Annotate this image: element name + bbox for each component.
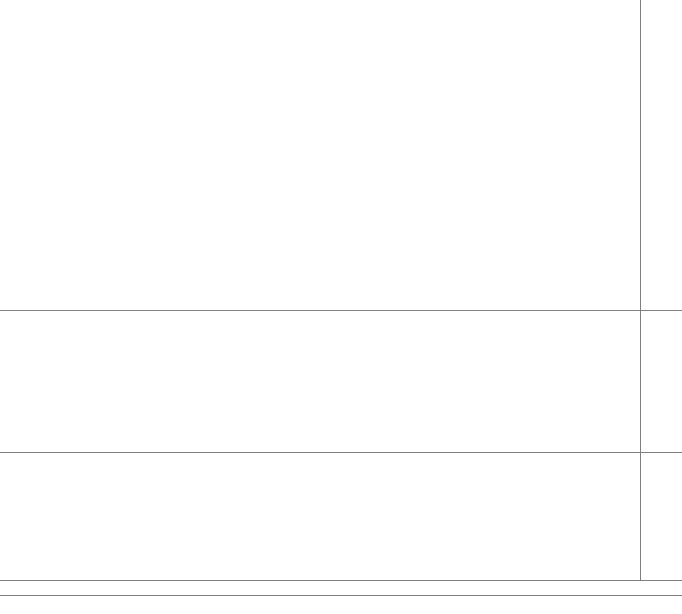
panel-separator[interactable] — [0, 310, 682, 311]
stoch-indicator-label — [4, 456, 25, 468]
chart-title — [4, 3, 39, 15]
time-axis-border — [0, 595, 682, 596]
time-axis[interactable] — [0, 596, 682, 614]
copyright-bar — [0, 581, 682, 595]
panel-separator — [0, 580, 682, 581]
stoch-chart[interactable] — [0, 453, 682, 580]
panel-separator[interactable] — [0, 452, 682, 453]
price-chart[interactable] — [0, 0, 682, 310]
macd-indicator-label — [4, 314, 25, 326]
macd-chart[interactable] — [0, 311, 682, 452]
price-axis-border — [640, 0, 641, 614]
